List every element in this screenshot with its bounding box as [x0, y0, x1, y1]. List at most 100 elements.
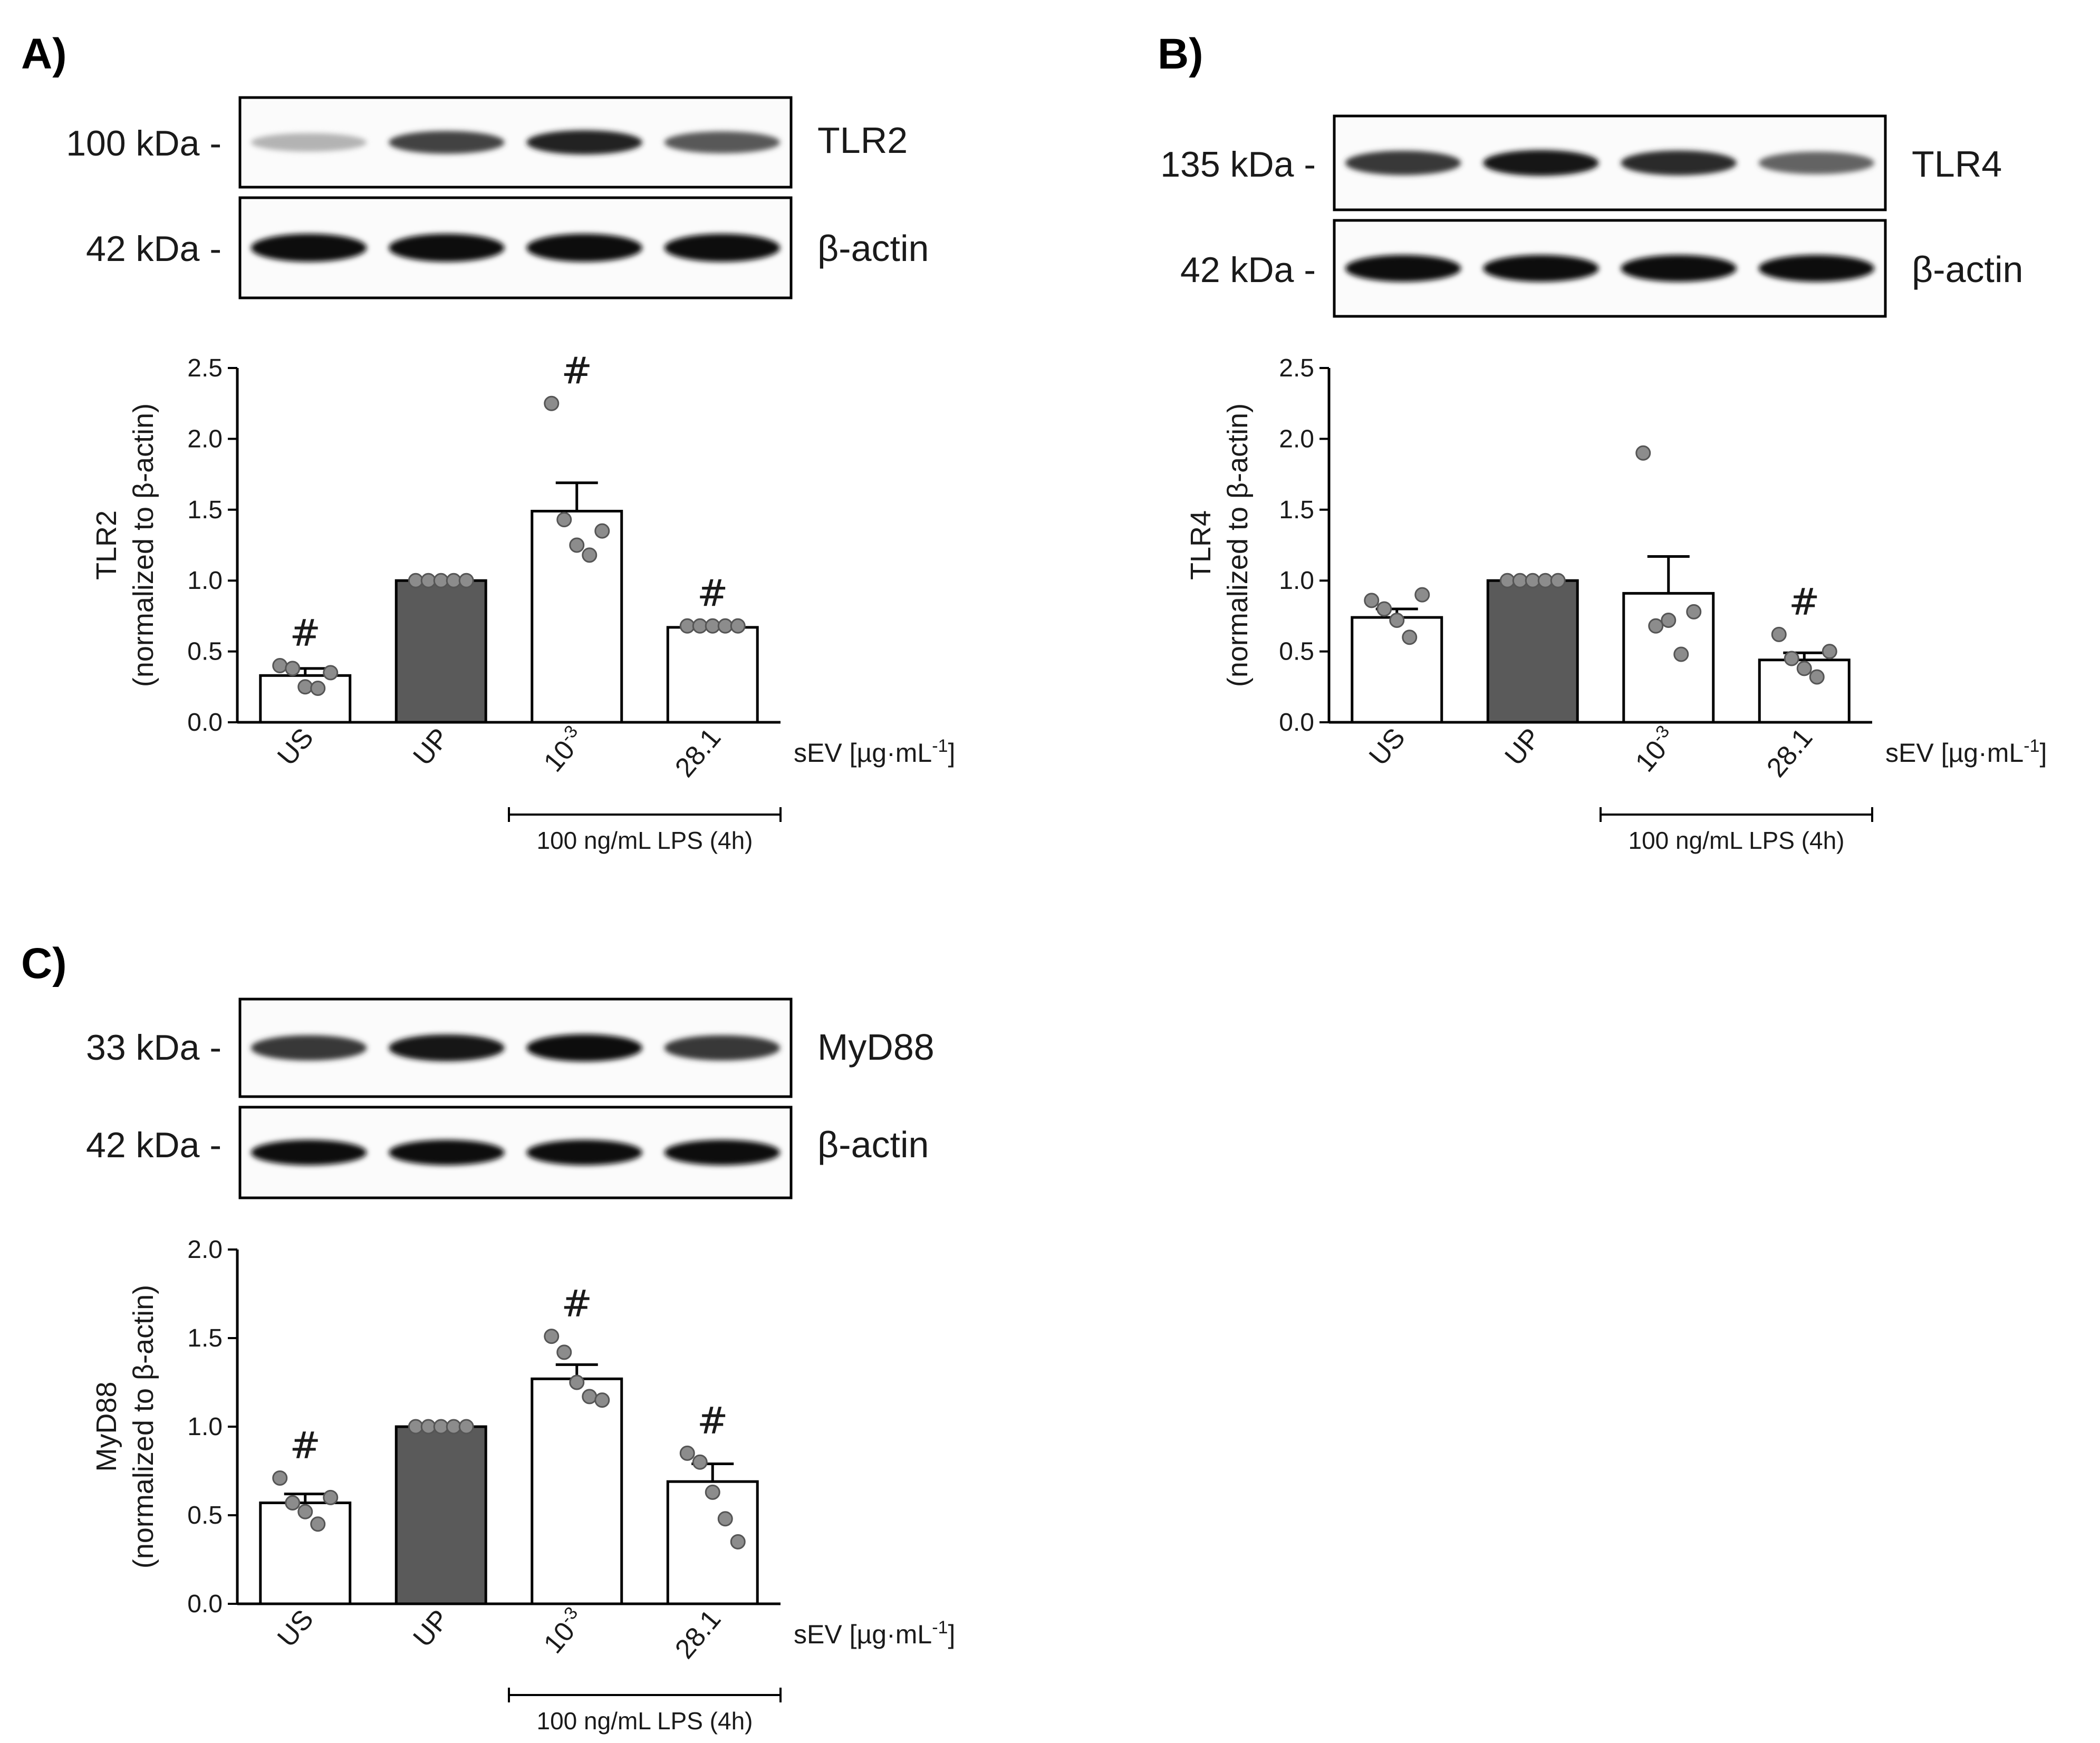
data-point — [408, 1419, 423, 1435]
panel-c-blot-1: 33 kDa - MyD88 — [86, 998, 935, 1098]
significance-mark: # — [290, 1424, 321, 1467]
y-axis-label: TLR4 (normalized to β-actin) — [1185, 403, 1254, 687]
data-point — [1537, 573, 1553, 588]
bar-US — [259, 1501, 352, 1605]
data-point — [705, 1484, 720, 1500]
y-tick-label: 1.0 — [1279, 567, 1314, 595]
data-point — [408, 573, 423, 588]
bar-UP — [1486, 579, 1579, 724]
band-2-1-3 — [664, 1139, 781, 1166]
data-point — [285, 661, 301, 676]
condition-label: 100 ng/mL LPS (4h) — [537, 1707, 753, 1735]
data-point — [433, 573, 449, 588]
panel-c-label: C) — [21, 940, 67, 987]
data-point — [272, 657, 288, 673]
y-tick-label: 1.5 — [187, 1324, 223, 1352]
panel-c-blot-2-name: β-actin — [817, 1124, 929, 1165]
y-tick-label: 0.5 — [187, 638, 223, 666]
band-2-1-1 — [389, 1139, 505, 1166]
data-point — [582, 547, 598, 563]
data-point — [285, 1495, 301, 1510]
data-point — [705, 618, 720, 634]
band-0-1-0 — [251, 234, 367, 262]
panel-b-blot-2: 42 kDa - β-actin — [1180, 219, 2023, 318]
y-tick-label: 0.0 — [187, 709, 223, 737]
y-axis-label: TLR2 (normalized to β-actin) — [91, 403, 159, 687]
significance-mark: # — [561, 1282, 592, 1325]
data-point — [1376, 601, 1392, 617]
y-tick-label: 0.5 — [1279, 638, 1314, 666]
data-point — [679, 618, 695, 634]
significance-mark: # — [697, 1399, 728, 1442]
band-0-1-1 — [389, 234, 505, 262]
data-point — [730, 1534, 746, 1550]
panel-c-blot-2-kda: 42 kDa - — [86, 1125, 221, 1165]
band-2-0-1 — [389, 1034, 505, 1061]
panel-c-blot-2: 42 kDa - β-actin — [86, 1106, 929, 1199]
band-0-0-3 — [664, 131, 781, 153]
x-tick-label-10-3: 10-3 — [537, 722, 591, 778]
x-unit-label: sEV [µg·mL-1] — [794, 1618, 955, 1649]
data-point — [1771, 626, 1787, 642]
panel-b-blot-1-kda: 135 kDa - — [1160, 144, 1316, 185]
data-point — [1809, 669, 1825, 685]
x-unit-label: sEV [µg·mL-1] — [794, 736, 955, 768]
panel-a-blot-2-kda: 42 kDa - — [86, 229, 221, 269]
panel-b-blot-1-name: TLR4 — [1912, 143, 2002, 185]
bar-10-3 — [531, 1377, 623, 1605]
data-point — [1414, 587, 1430, 603]
x-tick-label-10-3: 10-3 — [537, 1603, 591, 1660]
data-point — [569, 537, 585, 553]
band-0-1-3 — [664, 234, 781, 262]
panel-a-blot-1: 100 kDa - TLR2 — [66, 96, 908, 189]
y-tick-label: 2.0 — [1279, 425, 1314, 453]
data-point — [1389, 612, 1405, 628]
data-point — [717, 1511, 733, 1527]
data-point — [446, 1419, 461, 1435]
x-tick-label-UP: UP — [408, 722, 456, 771]
band-0-0-1 — [389, 131, 505, 154]
panel-a-chart: 0.0 0.5 1.0 1.5 2.0 2.5 TLR2 (normalized to β-a… — [91, 349, 955, 854]
data-point — [297, 1504, 313, 1519]
x-tick-label-UP: UP — [1499, 722, 1547, 771]
y-tick-label: 2.5 — [1279, 354, 1314, 382]
band-2-0-3 — [664, 1035, 781, 1061]
significance-mark: # — [290, 611, 321, 654]
y-tick-label: 1.5 — [1279, 496, 1314, 524]
band-0-1-2 — [526, 234, 642, 262]
data-point — [1648, 618, 1664, 634]
data-point — [420, 573, 436, 588]
data-point — [544, 1329, 560, 1344]
panel-c: C) 33 kDa - MyD88 42 kDa - β-actin 0.00.… — [21, 940, 955, 1735]
panel-c-blot-1-name: MyD88 — [817, 1027, 935, 1068]
data-point — [1402, 630, 1418, 645]
band-0-0-0 — [251, 133, 367, 152]
data-point — [272, 1470, 288, 1486]
y-tick-label: 2.5 — [187, 354, 223, 382]
band-2-0-0 — [251, 1035, 367, 1061]
y-tick-label: 2.0 — [187, 1236, 223, 1264]
data-point — [556, 1344, 572, 1360]
data-point — [420, 1419, 436, 1435]
panel-c-blot-1-kda: 33 kDa - — [86, 1028, 221, 1068]
significance-mark: # — [561, 349, 592, 392]
data-point — [1673, 646, 1689, 662]
data-point — [692, 1454, 708, 1470]
y-axis-label: MyD88 (normalized to β-actin) — [91, 1285, 159, 1568]
data-point — [297, 679, 313, 695]
data-point — [582, 1389, 598, 1405]
data-point — [433, 1419, 449, 1435]
data-point — [679, 1445, 695, 1461]
band-1-0-0 — [1345, 150, 1461, 176]
y-tick-label: 0.0 — [187, 1590, 223, 1618]
data-point — [310, 1516, 326, 1532]
panel-a-blot-2: 42 kDa - β-actin — [86, 196, 929, 299]
data-point — [323, 665, 339, 681]
condition-label: 100 ng/mL LPS (4h) — [1629, 827, 1845, 854]
data-point — [692, 618, 708, 634]
significance-mark: # — [1789, 580, 1820, 623]
band-1-0-3 — [1758, 151, 1875, 175]
panel-b-blot-2-name: β-actin — [1912, 249, 2023, 290]
panel-b-label: B) — [1158, 30, 1203, 78]
